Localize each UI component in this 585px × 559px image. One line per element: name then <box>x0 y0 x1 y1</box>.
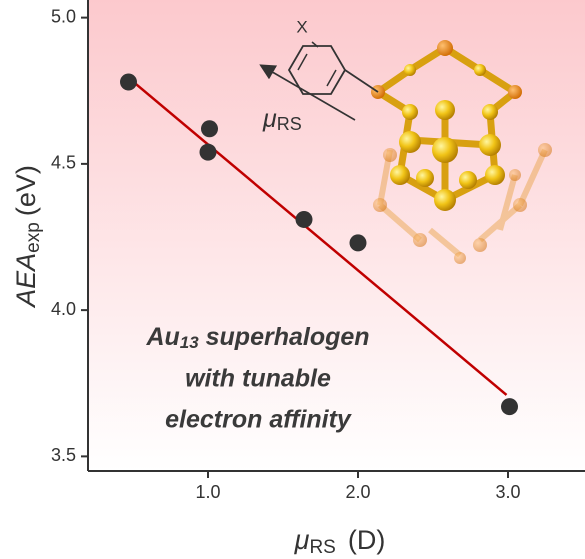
data-point <box>120 73 137 91</box>
x-tick-label: 3.0 <box>495 482 520 502</box>
annotation-main: Au <box>145 323 179 351</box>
arrow-label-symbol: μ <box>262 105 277 133</box>
x-label-symbol: μ <box>294 525 310 555</box>
data-point <box>295 210 313 228</box>
annotation-line: Au13 superhalogen <box>145 323 369 353</box>
data-point <box>201 120 218 138</box>
y-axis-label: AEAexp (eV) <box>11 165 44 309</box>
data-point <box>199 143 217 161</box>
annotation-rest: superhalogen <box>199 323 370 351</box>
molecule-illustration <box>259 40 552 264</box>
y-tick-label: 5.0 <box>51 6 76 26</box>
y-tick-label: 4.0 <box>51 299 76 319</box>
substituent-label: X <box>296 17 307 36</box>
x-axis-label: μRS (D) <box>294 525 386 558</box>
annotation-line: with tunable <box>185 365 331 393</box>
x-label-subscript: RS <box>309 537 335 558</box>
y-label-subscript: exp <box>23 222 44 253</box>
x-tick-label: 2.0 <box>345 482 370 502</box>
data-point <box>501 398 518 416</box>
annotation-subscript: 13 <box>180 333 199 352</box>
arrow-label: μRS <box>262 105 302 134</box>
annotation-line: electron affinity <box>165 406 352 434</box>
x-tick-label: 1.0 <box>195 482 220 502</box>
data-point <box>349 234 367 252</box>
arrow-label-subscript: RS <box>277 114 302 134</box>
fit-line <box>129 78 508 396</box>
x-label-unit: (D) <box>348 525 385 555</box>
y-tick-label: 4.5 <box>51 153 76 173</box>
y-label-symbol: AEA <box>11 253 41 309</box>
y-label-unit: (eV) <box>11 165 41 216</box>
y-tick-label: 3.5 <box>51 445 76 465</box>
